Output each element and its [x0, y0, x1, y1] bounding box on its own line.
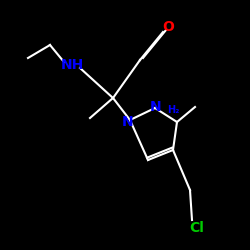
Text: NH: NH — [60, 58, 84, 72]
Text: O: O — [162, 20, 174, 34]
Text: N: N — [150, 100, 162, 114]
Text: H₂: H₂ — [167, 105, 179, 115]
Text: Cl: Cl — [190, 221, 204, 235]
Text: N: N — [122, 115, 134, 129]
